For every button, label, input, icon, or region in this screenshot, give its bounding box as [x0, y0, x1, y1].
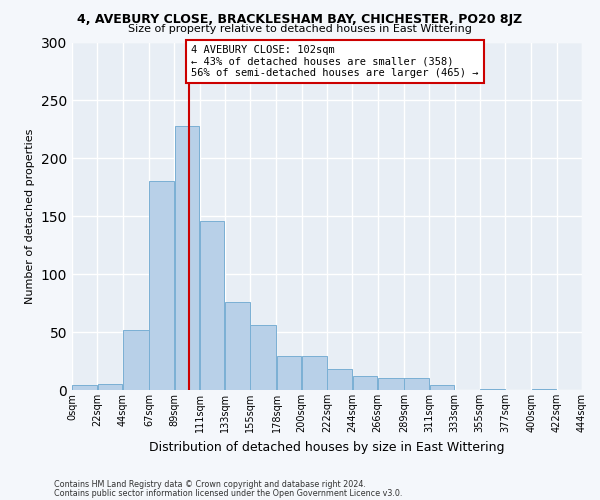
- Bar: [98, 384, 122, 390]
- Bar: [200, 221, 224, 390]
- Bar: [404, 378, 429, 390]
- Bar: [327, 369, 352, 390]
- Text: Contains public sector information licensed under the Open Government Licence v3: Contains public sector information licen…: [54, 488, 403, 498]
- Text: 4 AVEBURY CLOSE: 102sqm
← 43% of detached houses are smaller (358)
56% of semi-d: 4 AVEBURY CLOSE: 102sqm ← 43% of detache…: [191, 45, 479, 78]
- Bar: [225, 302, 250, 390]
- Bar: [250, 325, 276, 390]
- X-axis label: Distribution of detached houses by size in East Wittering: Distribution of detached houses by size …: [149, 440, 505, 454]
- Bar: [277, 356, 301, 390]
- Text: 4, AVEBURY CLOSE, BRACKLESHAM BAY, CHICHESTER, PO20 8JZ: 4, AVEBURY CLOSE, BRACKLESHAM BAY, CHICH…: [77, 12, 523, 26]
- Bar: [302, 356, 327, 390]
- Bar: [430, 386, 454, 390]
- Text: Contains HM Land Registry data © Crown copyright and database right 2024.: Contains HM Land Registry data © Crown c…: [54, 480, 366, 489]
- Bar: [149, 182, 174, 390]
- Bar: [532, 389, 556, 390]
- Bar: [353, 376, 377, 390]
- Text: Size of property relative to detached houses in East Wittering: Size of property relative to detached ho…: [128, 24, 472, 34]
- Bar: [123, 330, 149, 390]
- Bar: [480, 389, 505, 390]
- Bar: [175, 126, 199, 390]
- Y-axis label: Number of detached properties: Number of detached properties: [25, 128, 35, 304]
- Bar: [72, 386, 97, 390]
- Bar: [378, 378, 404, 390]
